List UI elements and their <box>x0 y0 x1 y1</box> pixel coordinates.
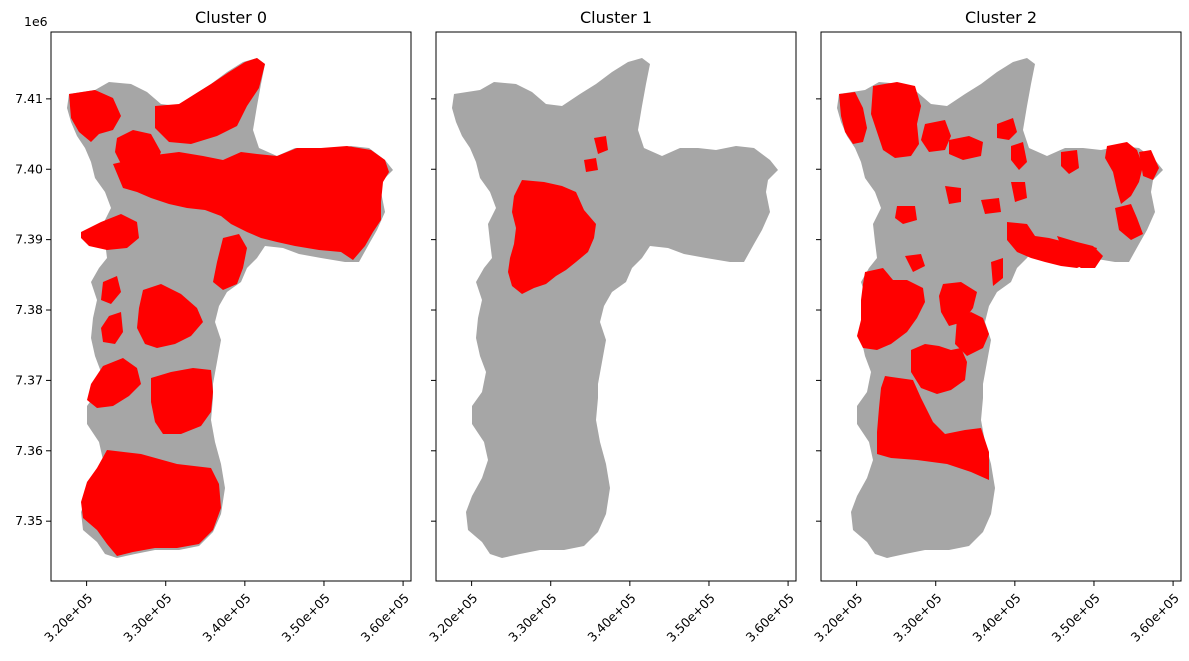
cluster-district-0-10 <box>151 368 213 434</box>
cluster-district-2-1 <box>871 82 921 158</box>
y-tick-label-2: 7.37 <box>15 372 43 387</box>
y-tick-label-6: 7.41 <box>15 91 43 106</box>
y-tick-label-1: 7.36 <box>15 443 43 458</box>
cluster-district-2-21 <box>911 344 967 394</box>
panel-title-0: Cluster 0 <box>195 8 267 27</box>
y-tick-label-3: 7.38 <box>15 302 43 317</box>
x-tick-label-0-4: 3.60e+05 <box>358 590 412 644</box>
x-tick-label-0-2: 3.40e+05 <box>199 590 253 644</box>
cluster-district-0-3 <box>113 146 389 260</box>
y-tick-label-5: 7.40 <box>15 161 43 176</box>
plot-frame-2 <box>820 31 1182 582</box>
x-tick-label-0-3: 3.50e+05 <box>278 590 332 644</box>
cluster-district-2-20 <box>955 312 989 356</box>
plot-frame-1 <box>435 31 797 582</box>
cluster-district-0-11 <box>81 450 221 556</box>
cluster-district-2-6 <box>1061 150 1079 174</box>
panel-title-1: Cluster 1 <box>580 8 652 27</box>
cluster-district-2-5 <box>1011 142 1027 170</box>
cluster-district-0-7 <box>101 312 123 344</box>
x-tick-label-1-1: 3.30e+05 <box>505 590 559 644</box>
y-offset-label: 1e6 <box>24 14 48 29</box>
cluster-district-2-9 <box>1115 204 1143 240</box>
cluster-district-0-5 <box>213 234 247 290</box>
cluster-map-2 <box>837 58 1163 558</box>
cluster-map-0 <box>67 58 393 558</box>
y-tick-label-4: 7.39 <box>15 232 43 247</box>
cluster-district-0-6 <box>101 276 121 304</box>
cluster-district-0-9 <box>87 358 141 408</box>
cluster-district-2-3 <box>949 136 983 160</box>
cluster-district-0-8 <box>137 284 203 348</box>
cluster-district-2-4 <box>997 118 1017 140</box>
cluster-district-2-14 <box>895 206 917 224</box>
cluster-district-2-17 <box>905 254 925 272</box>
cluster-district-2-8 <box>1139 150 1159 180</box>
cluster-district-2-12 <box>1011 182 1027 202</box>
cluster-district-2-22 <box>877 376 989 480</box>
cluster-district-2-11 <box>1057 236 1103 268</box>
x-tick-label-2-1: 3.30e+05 <box>890 590 944 644</box>
cluster-district-2-2 <box>921 120 951 152</box>
x-tick-label-2-4: 3.60e+05 <box>1128 590 1182 644</box>
cluster-district-1-0 <box>508 180 596 294</box>
cluster-district-0-0 <box>69 90 121 142</box>
x-tick-label-1-4: 3.60e+05 <box>743 590 797 644</box>
cluster-district-2-18 <box>857 268 925 350</box>
cluster-district-1-1 <box>594 136 608 154</box>
x-tick-label-1-0: 3.20e+05 <box>426 590 480 644</box>
x-tick-label-0-1: 3.30e+05 <box>120 590 174 644</box>
x-tick-label-2-0: 3.20e+05 <box>811 590 865 644</box>
cluster-district-2-16 <box>991 258 1003 286</box>
panel-title-2: Cluster 2 <box>965 8 1037 27</box>
district-outline-gray <box>452 58 778 558</box>
cluster-district-0-2 <box>155 58 265 144</box>
cluster-district-2-0 <box>839 92 867 144</box>
cluster-district-2-7 <box>1105 142 1143 204</box>
plot-frame-0 <box>50 31 412 582</box>
x-tick-label-1-2: 3.40e+05 <box>584 590 638 644</box>
x-tick-label-2-2: 3.40e+05 <box>969 590 1023 644</box>
cluster-district-2-15 <box>945 186 961 204</box>
cluster-district-2-13 <box>981 198 1001 214</box>
cluster-district-0-4 <box>81 214 139 250</box>
cluster-district-1-2 <box>584 158 598 172</box>
x-tick-label-2-3: 3.50e+05 <box>1048 590 1102 644</box>
cluster-map-1 <box>452 58 778 558</box>
x-tick-label-1-3: 3.50e+05 <box>663 590 717 644</box>
x-tick-label-0-0: 3.20e+05 <box>41 590 95 644</box>
y-tick-label-0: 7.35 <box>15 513 43 528</box>
